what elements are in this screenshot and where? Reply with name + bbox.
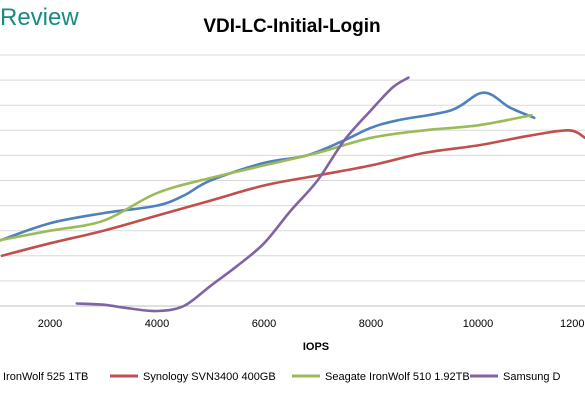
legend-item-samsung-d: Samsung D [470, 371, 561, 383]
x-tick-label: 2000 [38, 318, 62, 330]
brand-logo-text: Review [0, 4, 79, 31]
series-line-samsung-d [75, 76, 410, 313]
x-tick-label: 1200 [560, 318, 584, 330]
legend-item-seagate-ironwolf-510: Seagate IronWolf 510 1.92TB [292, 371, 470, 383]
series-line-synology-svn3400 [0, 128, 585, 258]
x-tick-label: 10000 [463, 318, 494, 330]
series-line-seagate-ironwolf-510 [0, 113, 533, 242]
legend-label: Seagate IronWolf 510 1.92TB [325, 371, 470, 383]
legend-item-synology-svn3400: Synology SVN3400 400GB [110, 371, 276, 383]
x-tick-label: 6000 [252, 318, 276, 330]
legend-label: Samsung D [503, 371, 561, 383]
x-tick-labels: 2000 4000 6000 8000 10000 1200 [38, 318, 585, 330]
legend-label: Synology SVN3400 400GB [143, 371, 276, 383]
legend-item-ironwolf-525: IronWolf 525 1TB [3, 371, 88, 383]
legend: IronWolf 525 1TB Synology SVN3400 400GB Se… [3, 371, 561, 383]
series-lines [0, 76, 585, 313]
x-tick-label: 4000 [145, 318, 169, 330]
x-axis-title: IOPS [303, 341, 329, 353]
chart-title: VDI-LC-Initial-Login [203, 16, 380, 37]
legend-label: IronWolf 525 1TB [3, 371, 88, 383]
x-tick-label: 8000 [359, 318, 383, 330]
